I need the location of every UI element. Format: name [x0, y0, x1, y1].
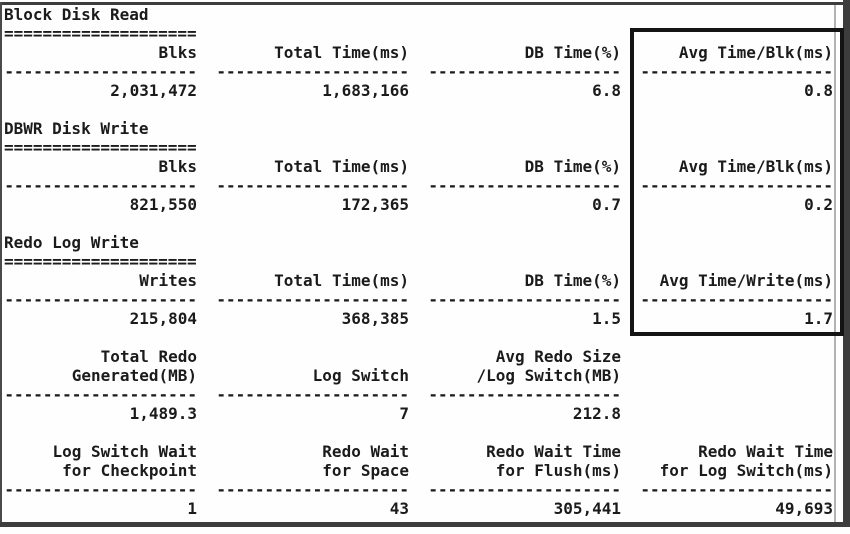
column-header: Writes: [139, 271, 197, 290]
column-value: 1,489.3: [129, 404, 197, 423]
column-header: Avg Time/Blk(ms): [678, 43, 833, 62]
figure-frame-bottom: [0, 522, 850, 527]
column-value: 2,031,472: [110, 81, 197, 100]
column-header: Avg Redo Size /Log Switch(MB): [476, 347, 622, 385]
column-value: 1.5: [592, 309, 621, 328]
column-separator: --------------------: [640, 176, 833, 195]
column-header: DB Time(%): [524, 157, 621, 176]
figure-inner-rule: [834, 5, 836, 522]
column-header: Redo Wait for Space: [322, 442, 409, 480]
column-header: Log Switch: [312, 366, 409, 385]
section-title: DBWR Disk Write: [4, 119, 149, 138]
figure-frame-left: [0, 2, 2, 527]
column-header: Log Switch Wait for Checkpoint: [52, 442, 198, 480]
section-redo-waits: Log Switch Wait for Checkpoint Redo Wait …: [4, 442, 833, 518]
column-header: Blks: [158, 43, 197, 62]
column-value: 7: [399, 404, 409, 423]
column-separator: --------------------: [4, 480, 197, 499]
column-header: Redo Wait Time for Log Switch(ms): [659, 442, 833, 480]
column-separator: --------------------: [4, 62, 197, 81]
column-value: 215,804: [129, 309, 197, 328]
column-header: DB Time(%): [524, 271, 621, 290]
column-header: Blks: [158, 157, 197, 176]
column-separator: --------------------: [216, 176, 409, 195]
column-value: 0.8: [804, 81, 833, 100]
section-title: Block Disk Read: [4, 5, 149, 24]
column-header: Redo Wait Time for Flush(ms): [486, 442, 621, 480]
column-separator: --------------------: [216, 385, 409, 404]
column-separator: --------------------: [4, 290, 197, 309]
column-value: 305,441: [553, 499, 621, 518]
column-header: Avg Time/Write(ms): [659, 271, 833, 290]
section-title-underline: ====================: [4, 138, 197, 157]
column-header: Total Time(ms): [274, 271, 409, 290]
column-separator: [640, 385, 833, 404]
column-header: Total Time(ms): [274, 43, 409, 62]
column-value: 0.2: [804, 195, 833, 214]
column-separator: --------------------: [428, 176, 621, 195]
column-separator: --------------------: [428, 290, 621, 309]
report-content: Block Disk Read ==================== Blks T…: [4, 5, 833, 518]
column-separator: --------------------: [428, 480, 621, 499]
column-header: Avg Time/Blk(ms): [678, 157, 833, 176]
section-redo-generation: Total Redo Generated(MB) Log Switch Avg R…: [4, 347, 833, 423]
column-separator: --------------------: [428, 62, 621, 81]
column-value: 212.8: [572, 404, 621, 423]
column-value: 821,550: [129, 195, 197, 214]
section-title-underline: ====================: [4, 24, 197, 43]
section-redo-log-write: Redo Log Write ==================== Writes…: [4, 233, 833, 328]
column-separator: --------------------: [640, 290, 833, 309]
section-title-underline: ====================: [4, 252, 197, 271]
column-value: 172,365: [341, 195, 409, 214]
column-value: [640, 404, 833, 423]
column-header: Total Redo Generated(MB): [71, 347, 197, 385]
column-separator: --------------------: [216, 480, 409, 499]
column-value: 1: [187, 499, 197, 518]
column-value: 0.7: [592, 195, 621, 214]
figure-frame-top: [0, 2, 850, 5]
column-header: Total Time(ms): [274, 157, 409, 176]
column-separator: --------------------: [216, 62, 409, 81]
section-dbwr-disk-write: DBWR Disk Write ==================== Blks T…: [4, 119, 833, 214]
column-value: 1.7: [804, 309, 833, 328]
column-value: 49,693: [775, 499, 833, 518]
column-separator: --------------------: [428, 385, 621, 404]
section-title: Redo Log Write: [4, 233, 139, 252]
column-separator: --------------------: [640, 480, 833, 499]
column-value: 6.8: [592, 81, 621, 100]
column-value: 368,385: [341, 309, 409, 328]
section-block-disk-read: Block Disk Read ==================== Blks T…: [4, 5, 833, 100]
column-separator: --------------------: [640, 62, 833, 81]
figure-frame-right: [843, 0, 850, 527]
column-separator: --------------------: [216, 290, 409, 309]
column-header: DB Time(%): [524, 43, 621, 62]
column-value: 43: [389, 499, 409, 518]
column-separator: --------------------: [4, 385, 197, 404]
column-separator: --------------------: [4, 176, 197, 195]
column-value: 1,683,166: [322, 81, 409, 100]
column-header: [640, 347, 833, 385]
